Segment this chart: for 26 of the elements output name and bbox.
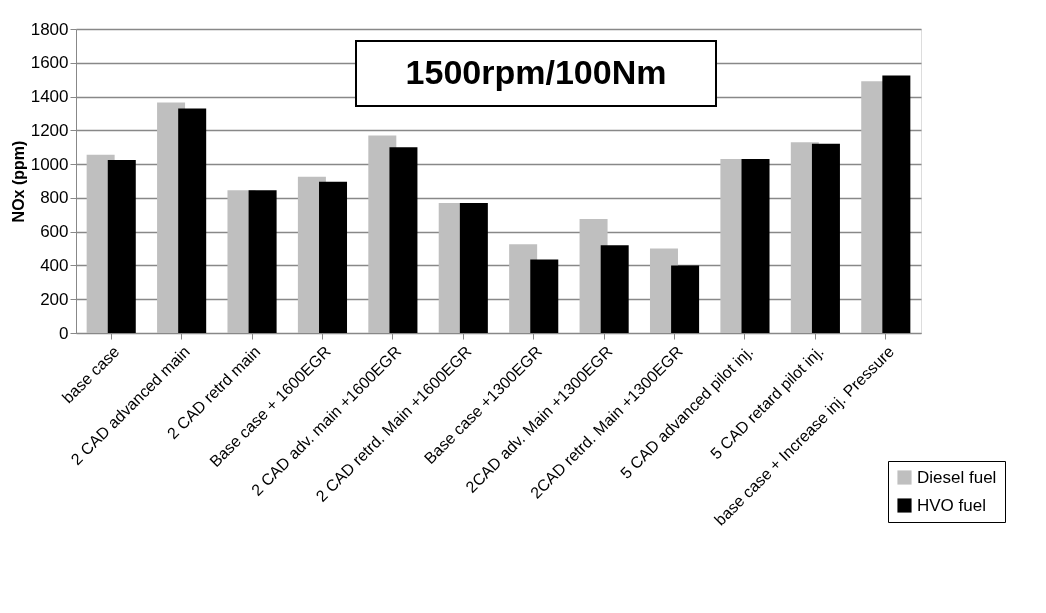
bar (600, 245, 629, 333)
legend-label: HVO fuel (917, 495, 986, 515)
bar (248, 190, 277, 333)
bar (530, 259, 559, 333)
bar (459, 202, 488, 333)
y-axis-title: NOx (ppm) (9, 140, 27, 223)
legend-label: Diesel fuel (917, 467, 997, 487)
y-tick-label: 600 (40, 222, 69, 242)
y-tick-label: 1600 (30, 53, 69, 73)
y-tick-label: 1000 (30, 154, 69, 174)
y-tick-label: 200 (40, 289, 69, 309)
y-tick-label: 400 (40, 255, 69, 275)
bar (389, 147, 418, 333)
bar (319, 181, 348, 333)
bar (882, 75, 911, 333)
y-tick-label: 1200 (30, 120, 69, 140)
bar (107, 159, 136, 333)
bar (671, 265, 700, 333)
bar (178, 108, 207, 333)
y-tick-label: 1800 (30, 19, 69, 39)
y-tick-label: 800 (40, 188, 69, 208)
bar (811, 143, 840, 333)
bar (741, 159, 770, 333)
y-tick-label: 1400 (30, 87, 69, 107)
annotation: 1500rpm/100Nm (405, 53, 667, 91)
y-tick-label: 0 (59, 323, 69, 343)
